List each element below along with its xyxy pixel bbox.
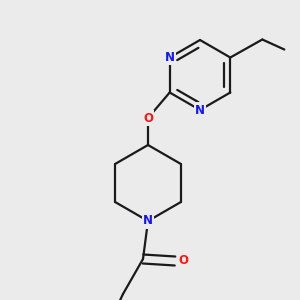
Text: N: N (195, 103, 205, 116)
Text: O: O (143, 112, 153, 124)
Text: O: O (178, 254, 188, 268)
Text: N: N (165, 51, 175, 64)
Text: N: N (143, 214, 153, 227)
